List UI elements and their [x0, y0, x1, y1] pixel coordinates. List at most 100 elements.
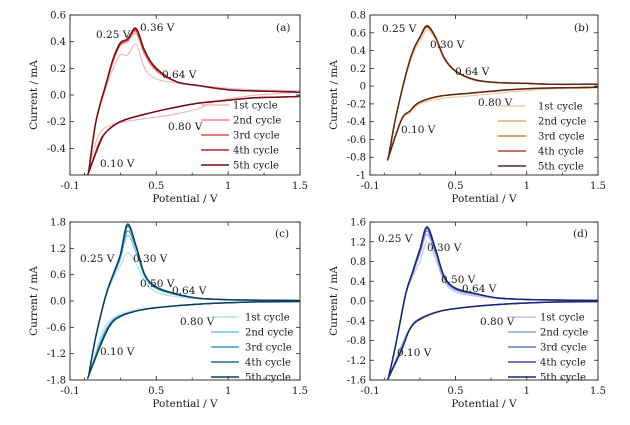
- y-tick-label: 0.2: [50, 64, 66, 75]
- series-line-5: [86, 223, 300, 379]
- x-axis-label: Potential / V: [451, 398, 517, 410]
- legend-entry: 4th cycle: [245, 358, 291, 369]
- x-tick-label: 0.5: [448, 386, 464, 397]
- series-line-5: [87, 27, 300, 175]
- y-tick-label: 0.4: [50, 37, 66, 48]
- y-tick-label: -0.6: [47, 323, 66, 334]
- peak-annotation: 0.25 V: [382, 23, 417, 35]
- peak-annotation: 0.80 V: [478, 97, 513, 109]
- panel-b: -0.1 0.5 1 1.5 -1 -0.8 -0.6 -0.4 -0.2 0 0.2 0.4 0.6 0…: [328, 11, 606, 206]
- legend-entry: 5th cycle: [233, 161, 279, 172]
- y-tick-label: -1.6: [347, 376, 366, 387]
- peak-annotation: 0.30 V: [430, 39, 465, 51]
- legend-entry: 3rd cycle: [538, 132, 585, 143]
- legend: 1st cycle 2nd cycle 3rd cycle 4th cycle 5th …: [211, 313, 293, 384]
- peak-annotation: 0.64 V: [462, 283, 497, 295]
- y-tick-label: -1.2: [47, 349, 66, 360]
- series-line-5: [386, 226, 598, 380]
- x-tick-label: 1.5: [590, 386, 606, 397]
- y-tick-label: 0.0: [50, 297, 66, 308]
- legend: 1st cycle 2nd cycle 3rd cycle 4th cycle 5th …: [498, 102, 586, 173]
- x-tick-label: 1: [225, 386, 231, 397]
- y-tick-label: -0.8: [347, 153, 366, 164]
- legend-entry: 4th cycle: [538, 147, 584, 158]
- peak-annotation: 0.10 V: [397, 347, 432, 359]
- legend-entry: 1st cycle: [233, 101, 278, 112]
- plot-frame: [369, 14, 599, 176]
- peak-annotation: 0.64 V: [172, 285, 207, 297]
- peak-annotation: 0.50 V: [140, 278, 175, 290]
- series-group: [386, 24, 598, 161]
- panel-label: (d): [573, 228, 588, 240]
- legend-entry: 4th cycle: [233, 146, 279, 157]
- legend-entry: 4th cycle: [540, 358, 586, 369]
- y-tick-label: 1.2: [50, 244, 66, 255]
- panel-c: -0.1 0.5 1 1.5 -1.8 -1.2 -0.6 0.0 0.6 1.2 1.8 Poten…: [28, 218, 308, 411]
- x-axis-label: Potential / V: [451, 193, 517, 205]
- peak-annotation: 0.64 V: [455, 66, 490, 78]
- panel-a: -0.1 0.5 1 1.5 -0.4 -0.2 0.0 0.2 0.4 0.6 Potential…: [28, 11, 308, 206]
- panel-label: (b): [574, 22, 589, 34]
- x-axis-label: Potential / V: [152, 193, 218, 205]
- series-group: [86, 223, 300, 380]
- x-tick-label: -0.1: [60, 181, 79, 192]
- peak-annotation: 0.30 V: [133, 253, 168, 265]
- y-tick-label: 0.6: [50, 11, 66, 22]
- legend-entry: 2nd cycle: [233, 116, 281, 127]
- x-tick-label: 1.5: [292, 386, 308, 397]
- peak-annotation: 0.50 V: [441, 274, 476, 286]
- x-axis-label: Potential / V: [152, 398, 218, 410]
- peak-annotation: 0.80 V: [168, 121, 203, 133]
- y-tick-label: 0.6: [50, 270, 66, 281]
- peak-annotation: 0.25 V: [378, 233, 413, 245]
- series-group: [386, 226, 598, 380]
- y-tick-label: -1.8: [47, 376, 66, 387]
- legend-entry: 5th cycle: [245, 373, 291, 384]
- legend-entry: 5th cycle: [540, 373, 586, 384]
- y-tick-label: 0.4: [350, 277, 366, 288]
- legend-entry: 2nd cycle: [245, 328, 293, 339]
- y-tick-label: -0.6: [347, 135, 366, 146]
- peak-annotation: 0.80 V: [480, 316, 515, 328]
- y-tick-label: 0.8: [350, 257, 366, 268]
- panel-d: -0.1 0.5 1 1.5 -1.6 -1.2 -0.8 -0.4 0.0 0.4 0.8 1.2 1…: [328, 218, 606, 411]
- y-tick-label: -1.2: [347, 356, 366, 367]
- peak-annotation: 0.10 V: [401, 124, 436, 136]
- x-tick-label: 1.5: [292, 181, 308, 192]
- x-tick-label: 0.5: [448, 181, 464, 192]
- legend-entry: 2nd cycle: [538, 117, 586, 128]
- x-tick-label: -0.1: [360, 386, 379, 397]
- y-tick-label: -0.4: [47, 144, 66, 155]
- legend-entry: 3rd cycle: [245, 343, 292, 354]
- series-group: [87, 27, 300, 175]
- x-tick-label: 0.5: [148, 386, 164, 397]
- legend: 1st cycle 2nd cycle 3rd cycle 4th cycle 5th …: [508, 313, 588, 384]
- legend: 1st cycle 2nd cycle 3rd cycle 4th cycle 5th …: [201, 101, 281, 172]
- x-tick-label: 1: [225, 181, 231, 192]
- x-tick-label: 1: [524, 386, 530, 397]
- peak-annotation: 0.10 V: [100, 158, 135, 170]
- x-tick-label: -0.1: [60, 386, 79, 397]
- peak-annotation: 0.64 V: [162, 69, 197, 81]
- y-tick-label: -0.4: [347, 117, 366, 128]
- y-tick-label: 0: [360, 82, 366, 93]
- x-tick-label: 0.5: [148, 181, 164, 192]
- y-tick-label: 0.0: [350, 297, 366, 308]
- panel-label: (a): [276, 22, 290, 34]
- legend-entry: 3rd cycle: [233, 131, 280, 142]
- y-tick-label: 1.8: [50, 218, 66, 229]
- y-axis-label: Current / mA: [28, 60, 40, 130]
- y-tick-label: 0.8: [350, 11, 366, 22]
- y-tick-label: 0.4: [350, 46, 366, 57]
- peak-annotation: 0.36 V: [140, 22, 175, 34]
- x-tick-label: 1.5: [590, 181, 606, 192]
- legend-entry: 5th cycle: [538, 162, 584, 173]
- y-tick-label: -1: [356, 171, 366, 182]
- peak-annotation: 0.80 V: [180, 316, 215, 328]
- peak-annotation: 0.30 V: [427, 242, 462, 254]
- y-tick-label: 0.6: [350, 28, 366, 39]
- y-tick-label: -0.4: [347, 316, 366, 327]
- y-tick-label: 1.6: [350, 218, 366, 229]
- y-tick-label: 0.0: [50, 91, 66, 102]
